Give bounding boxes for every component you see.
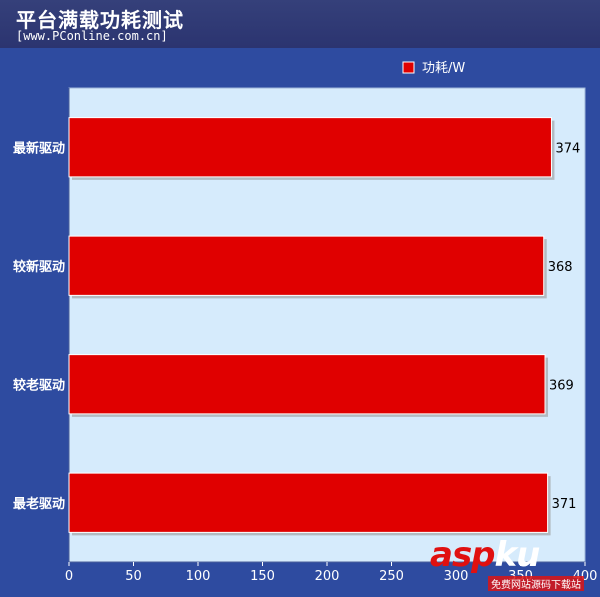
x-tick-label-4: 200 (315, 569, 340, 584)
bar-value-label-3: 371 (552, 497, 577, 512)
x-tick-label-2: 100 (186, 569, 211, 584)
bar-value-label-0: 374 (555, 141, 580, 156)
legend-label: 功耗/W (422, 61, 465, 76)
watermark-brand-b: ku (495, 535, 540, 575)
category-label-1: 较新驱动 (13, 259, 65, 275)
bar-2 (69, 355, 545, 414)
x-tick-label-3: 150 (250, 569, 275, 584)
x-tick-label-1: 50 (125, 569, 142, 584)
watermark-brand-a: asp (430, 535, 495, 575)
watermark-logo: aspku (430, 535, 539, 575)
category-label-0: 最新驱动 (13, 140, 65, 156)
legend: 功耗/W (403, 61, 465, 76)
bar-1 (69, 236, 544, 295)
legend-swatch (403, 62, 414, 73)
watermark-subtitle: 免费网站源码下载站 (488, 576, 584, 591)
x-tick-label-0: 0 (65, 569, 73, 584)
bar-3 (69, 473, 548, 532)
category-label-2: 较老驱动 (13, 377, 65, 393)
bar-value-label-1: 368 (548, 260, 573, 275)
category-label-3: 最老驱动 (13, 496, 65, 512)
bar-0 (69, 118, 551, 177)
x-tick-label-5: 250 (379, 569, 404, 584)
bar-value-label-2: 369 (549, 378, 574, 393)
